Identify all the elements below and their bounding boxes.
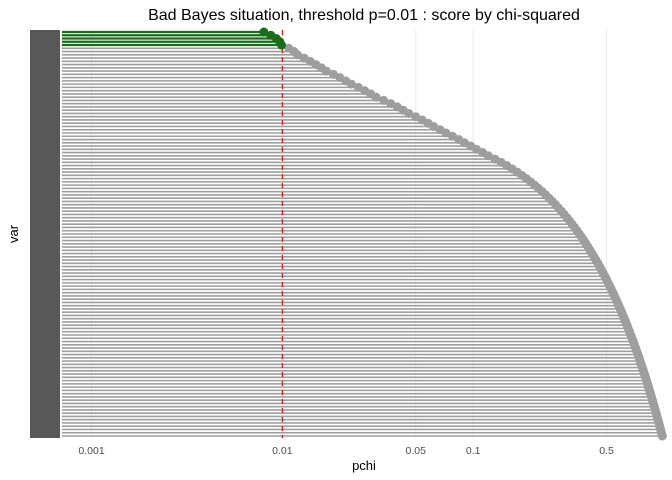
- data-point: [259, 27, 269, 37]
- x-tick-label: 0.05: [406, 445, 427, 457]
- data-point: [277, 40, 287, 50]
- data-points: [259, 27, 667, 441]
- y-tick-labels-band: [30, 30, 60, 438]
- data-point: [346, 79, 356, 89]
- data-point: [657, 431, 667, 441]
- x-axis-label: pchi: [352, 458, 376, 473]
- x-tick-label: 0.01: [272, 445, 293, 457]
- x-tick-label: 0.5: [599, 445, 614, 457]
- data-point: [379, 95, 389, 105]
- x-axis-ticks: 0.001 0.01 0.05 0.1 0.5: [30, 30, 614, 457]
- x-tick-label: 0.001: [78, 445, 104, 457]
- data-point: [371, 92, 381, 102]
- data-point: [321, 66, 331, 76]
- x-tick-label: 0.1: [466, 445, 481, 457]
- chart-title: Bad Bayes situation, threshold p=0.01 : …: [148, 7, 580, 24]
- point-segments: [62, 30, 663, 437]
- y-axis-label: var: [6, 224, 21, 243]
- data-point: [404, 108, 414, 118]
